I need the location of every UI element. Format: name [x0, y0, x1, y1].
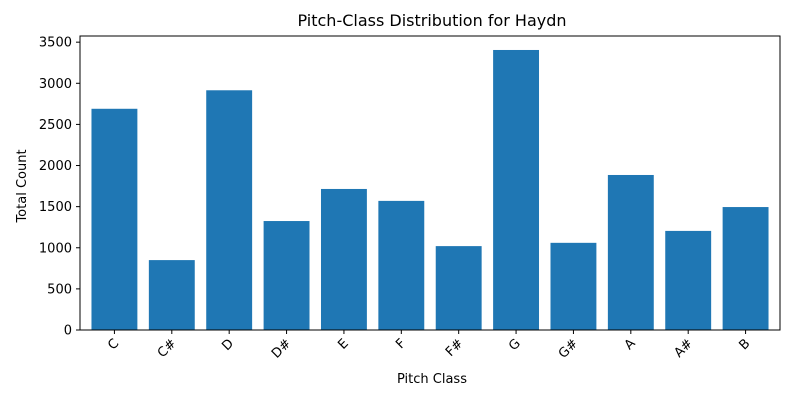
y-tick-label: 500	[47, 282, 72, 297]
y-axis: 0 500 1000 1500 2000 2500 3000 3500	[39, 36, 80, 339]
y-tick-label: 3500	[39, 36, 72, 51]
x-tick-label: G#	[556, 336, 581, 361]
x-tick-label: G	[506, 336, 524, 354]
x-tick-label: A#	[671, 336, 696, 361]
bar-f-sharp	[435, 246, 482, 330]
x-tick-label: C#	[155, 336, 180, 361]
bar-a-sharp	[665, 230, 712, 330]
y-tick-label: 1500	[39, 200, 72, 215]
bar-c-sharp	[148, 260, 195, 330]
bar-d	[206, 90, 253, 331]
x-axis: C C# D D# E F F# G G# A A# B	[105, 330, 753, 362]
x-tick-label: D	[219, 336, 237, 354]
y-tick-label: 3000	[39, 77, 72, 92]
bar-g-sharp	[550, 242, 597, 330]
y-axis-label: Total Count	[15, 149, 30, 223]
bar-c	[91, 108, 138, 330]
bar-f	[378, 200, 425, 330]
bars-group	[91, 49, 769, 331]
bar-b	[722, 207, 769, 330]
x-tick-label: D#	[269, 336, 294, 361]
x-tick-label: F#	[443, 336, 467, 360]
y-tick-label: 2000	[39, 159, 72, 174]
x-axis-label: Pitch Class	[397, 372, 467, 387]
x-tick-label: A	[622, 336, 639, 353]
chart-title: Pitch-Class Distribution for Haydn	[297, 11, 566, 30]
y-tick-label: 0	[64, 324, 72, 339]
y-tick-label: 2500	[39, 118, 72, 133]
y-tick-label: 1000	[39, 241, 72, 256]
x-tick-label: C	[105, 336, 122, 353]
bar-e	[320, 188, 367, 330]
x-tick-label: E	[335, 336, 351, 352]
plot-frame	[79, 35, 781, 331]
bar-d-sharp	[263, 221, 310, 330]
bar-g	[493, 49, 540, 331]
x-tick-label: F	[393, 336, 409, 352]
bar-a	[607, 174, 654, 330]
x-tick-label: B	[736, 336, 753, 353]
